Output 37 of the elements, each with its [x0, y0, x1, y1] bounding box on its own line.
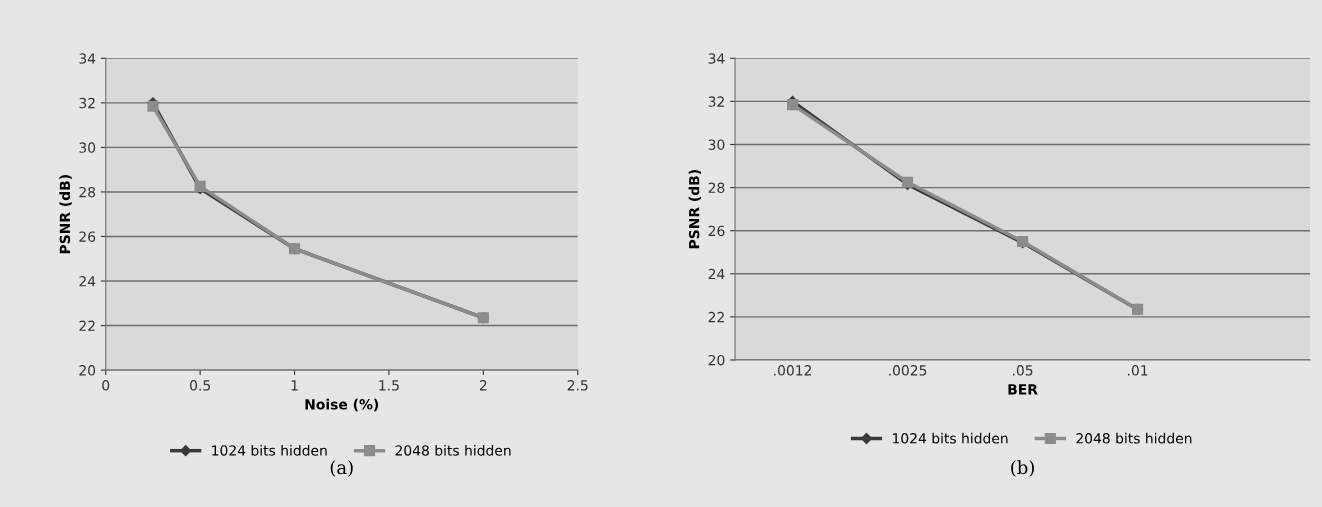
x-tick-label: .0012 — [774, 365, 812, 376]
point — [786, 99, 799, 111]
y-tick-label: 24 — [708, 268, 725, 280]
y-tick-label: 20 — [79, 365, 96, 376]
legend-label: 2048 bits hidden — [1076, 432, 1192, 444]
y-tick-label: 34 — [708, 53, 725, 64]
x-tick-label: 2.5 — [567, 380, 588, 391]
x-tick-label: 1 — [291, 380, 298, 391]
y-tick-label: 28 — [708, 182, 725, 194]
x-tick-label: 1.5 — [379, 380, 399, 391]
x-tick-label: 0.5 — [190, 380, 210, 391]
y-axis-title: PSNR (dB) — [59, 175, 72, 254]
x-tick-label: 2 — [479, 380, 487, 391]
y-tick-label: 34 — [79, 53, 96, 64]
y-tick-label: 26 — [708, 225, 725, 237]
legend-label: 1024 bits hidden — [212, 444, 327, 456]
y-tick-label: 30 — [79, 142, 96, 153]
legend-label: 1024 bits hidden — [893, 432, 1008, 444]
text: (a) — [330, 460, 353, 477]
y-tick-label: 22 — [79, 320, 95, 331]
y-tick-label: 26 — [79, 231, 96, 242]
y-tick-label: 32 — [708, 96, 724, 107]
x-tick-label: .0025 — [889, 365, 927, 376]
y-axis-title: PSNR (dB) — [688, 170, 702, 249]
y-tick-label: 30 — [708, 139, 725, 150]
y-tick-label: 22 — [708, 311, 724, 323]
x-axis-title: Noise (%) — [305, 398, 379, 412]
y-tick-label: 28 — [79, 186, 96, 198]
legend-label: 2048 bits hidden — [395, 444, 511, 456]
text: (b) — [1011, 460, 1034, 477]
y-tick-label: 24 — [79, 275, 96, 287]
x-tick-label: .05 — [1013, 365, 1033, 376]
y-tick-label: 32 — [79, 97, 95, 109]
x-tick-label: .01 — [1128, 365, 1148, 376]
x-axis-title: BER — [1008, 384, 1038, 395]
x-tick-label: 0 — [102, 380, 110, 391]
y-tick-label: 20 — [708, 354, 725, 366]
